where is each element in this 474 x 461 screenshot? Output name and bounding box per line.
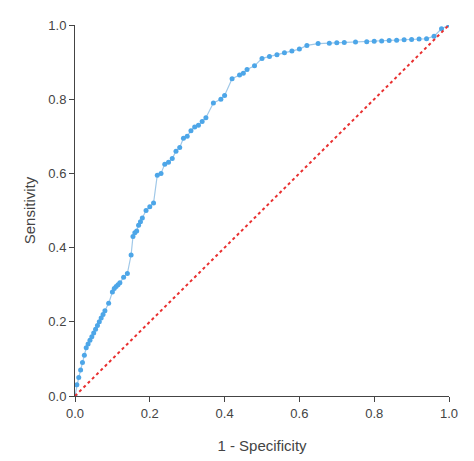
svg-text:1.0: 1.0 <box>440 406 458 421</box>
svg-text:0.8: 0.8 <box>365 406 383 421</box>
svg-text:0.6: 0.6 <box>290 406 308 421</box>
svg-text:Sensitivity: Sensitivity <box>21 176 38 244</box>
svg-text:0.4: 0.4 <box>48 240 66 255</box>
svg-text:1 - Specificity: 1 - Specificity <box>217 437 307 454</box>
svg-text:1.0: 1.0 <box>48 18 66 33</box>
svg-text:0.0: 0.0 <box>48 389 66 404</box>
svg-text:0.8: 0.8 <box>48 92 66 107</box>
svg-text:0.0: 0.0 <box>66 406 84 421</box>
svg-text:0.6: 0.6 <box>48 166 66 181</box>
svg-text:0.2: 0.2 <box>48 314 66 329</box>
svg-text:0.4: 0.4 <box>216 406 234 421</box>
svg-text:0.2: 0.2 <box>141 406 159 421</box>
